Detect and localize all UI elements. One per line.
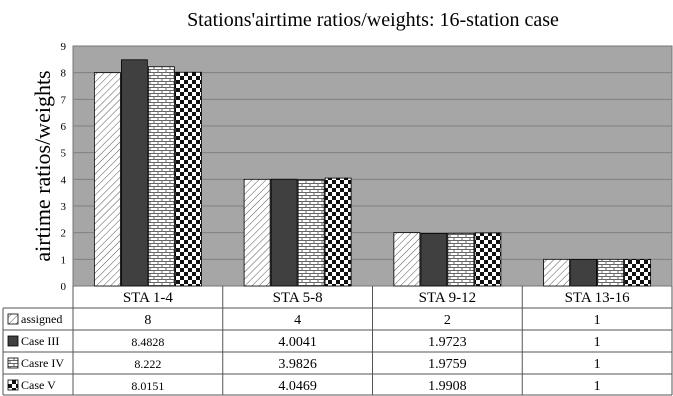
data-label: 1 xyxy=(594,335,601,350)
bar xyxy=(570,258,598,287)
bar xyxy=(474,232,502,287)
data-label: 1.9759 xyxy=(428,357,467,372)
data-label: 3.9826 xyxy=(278,357,317,372)
y-tick-label: 3 xyxy=(61,201,67,213)
y-tick-label: 9 xyxy=(61,41,67,53)
data-label: 1 xyxy=(594,357,601,372)
bar xyxy=(393,232,421,287)
data-label: 4.0041 xyxy=(278,335,317,350)
bar xyxy=(297,179,325,287)
bar xyxy=(93,72,121,287)
bar xyxy=(120,59,148,287)
y-tick-label: 1 xyxy=(61,254,67,266)
data-label: 1 xyxy=(594,379,601,394)
legend-label: assigned xyxy=(21,312,62,326)
y-tick-label: 2 xyxy=(61,228,67,240)
legend-label: Case III xyxy=(21,334,59,348)
y-tick-label: 6 xyxy=(61,121,67,133)
data-label: 8.222 xyxy=(134,357,161,371)
y-axis-ticks: 0 1 2 3 4 5 6 7 8 9 xyxy=(61,41,67,293)
data-table: STA 1-4 STA 5-8 STA 9-12 STA 13-16 assigned 8… xyxy=(2,286,673,396)
bar xyxy=(243,178,271,287)
category-label: STA 9-12 xyxy=(419,290,477,306)
data-label: 2 xyxy=(444,313,451,328)
bar xyxy=(420,233,448,287)
data-label: 8 xyxy=(144,313,151,328)
y-tick-label: 4 xyxy=(61,174,67,186)
legend-key xyxy=(7,379,19,391)
bar xyxy=(543,258,571,287)
legend-label: Casre IV xyxy=(21,356,64,370)
data-label: 4 xyxy=(294,313,301,328)
bar xyxy=(447,232,475,287)
y-tick-label: 0 xyxy=(61,281,67,293)
bar xyxy=(597,258,625,287)
data-label: 1.9908 xyxy=(428,379,467,394)
data-label: 8.4828 xyxy=(131,335,164,349)
bar xyxy=(147,66,175,287)
legend-key xyxy=(7,357,19,369)
y-tick-label: 5 xyxy=(61,148,67,160)
legend-label: Case V xyxy=(21,378,56,392)
data-label: 1 xyxy=(594,313,601,328)
legend-key xyxy=(7,313,19,325)
y-tick-label: 8 xyxy=(61,68,67,80)
bar xyxy=(174,71,202,287)
y-axis-label: airtime ratios/weights xyxy=(30,70,55,261)
chart-title: Stations'airtime ratios/weights: 16-stat… xyxy=(187,9,559,31)
data-label: 8.0151 xyxy=(131,379,164,393)
y-tick-label: 7 xyxy=(61,94,67,106)
data-label: 1.9723 xyxy=(428,335,467,350)
bars xyxy=(93,59,652,287)
bar xyxy=(624,258,652,287)
category-label: STA 1-4 xyxy=(123,290,174,306)
category-label: STA 13-16 xyxy=(565,290,631,306)
data-label: 4.0469 xyxy=(278,379,317,394)
legend-key xyxy=(7,335,19,347)
bar xyxy=(324,177,352,287)
category-label: STA 5-8 xyxy=(273,290,323,306)
bar xyxy=(270,178,298,287)
